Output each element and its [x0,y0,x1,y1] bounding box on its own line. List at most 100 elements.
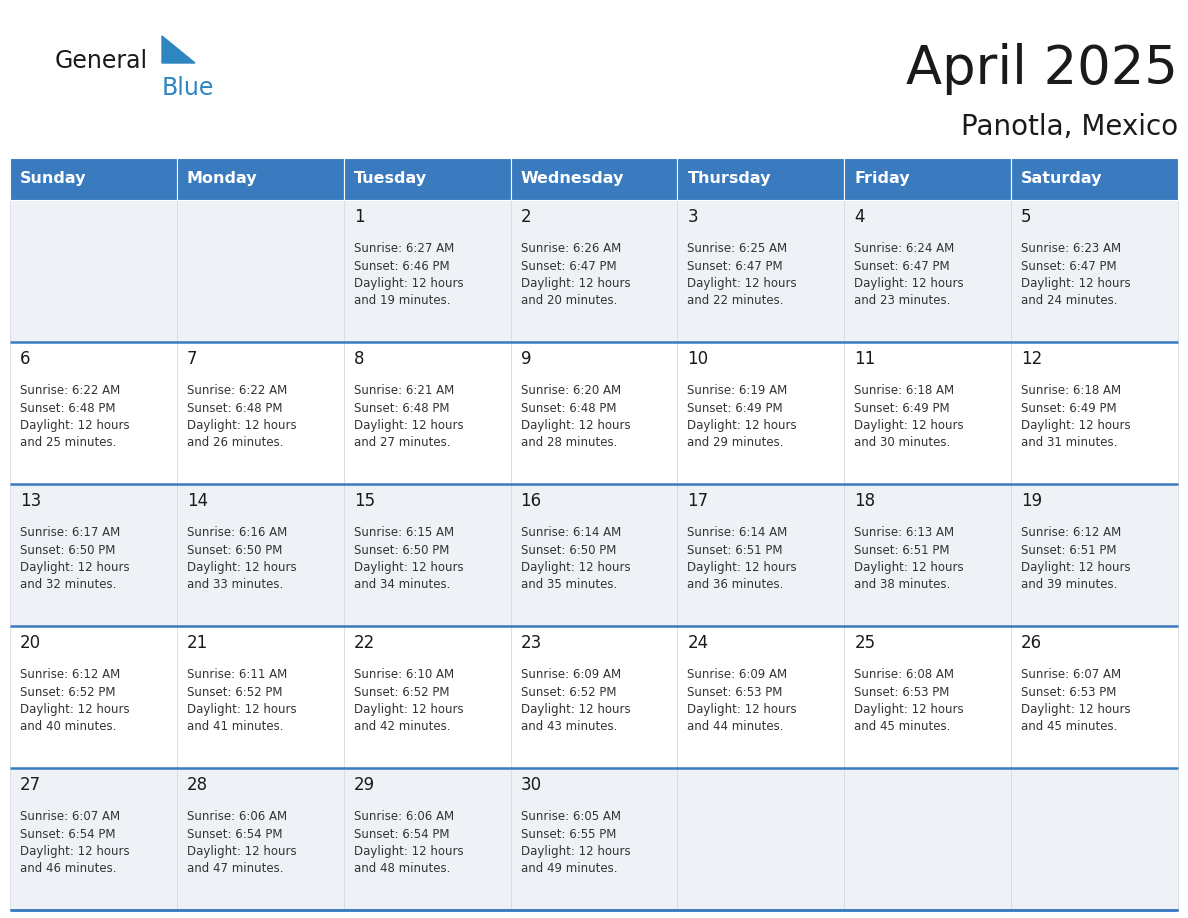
Bar [511,768,677,910]
Text: 22: 22 [354,634,375,652]
Text: 26: 26 [1022,634,1042,652]
Text: Sunrise: 6:05 AM
Sunset: 6:55 PM
Daylight: 12 hours
and 49 minutes.: Sunrise: 6:05 AM Sunset: 6:55 PM Dayligh… [520,810,630,876]
Text: 20: 20 [20,634,42,652]
Text: April 2025: April 2025 [906,43,1178,95]
Bar [343,342,511,484]
Bar [511,484,677,626]
Text: Panotla, Mexico: Panotla, Mexico [961,113,1178,141]
Text: 2: 2 [520,208,531,226]
Text: 10: 10 [688,350,708,368]
Bar [845,484,1011,626]
Text: Sunrise: 6:16 AM
Sunset: 6:50 PM
Daylight: 12 hours
and 33 minutes.: Sunrise: 6:16 AM Sunset: 6:50 PM Dayligh… [187,526,297,591]
Text: 14: 14 [187,492,208,510]
Text: Sunrise: 6:25 AM
Sunset: 6:47 PM
Daylight: 12 hours
and 22 minutes.: Sunrise: 6:25 AM Sunset: 6:47 PM Dayligh… [688,242,797,308]
Bar [343,200,511,342]
Text: Sunrise: 6:06 AM
Sunset: 6:54 PM
Daylight: 12 hours
and 47 minutes.: Sunrise: 6:06 AM Sunset: 6:54 PM Dayligh… [187,810,297,876]
Text: 7: 7 [187,350,197,368]
Text: 9: 9 [520,350,531,368]
Text: Sunday: Sunday [20,172,87,186]
Text: 19: 19 [1022,492,1042,510]
Text: 6: 6 [20,350,31,368]
Bar [343,158,511,200]
Text: Monday: Monday [187,172,258,186]
Bar [845,768,1011,910]
Text: Sunrise: 6:07 AM
Sunset: 6:54 PM
Daylight: 12 hours
and 46 minutes.: Sunrise: 6:07 AM Sunset: 6:54 PM Dayligh… [20,810,129,876]
Bar [1011,158,1178,200]
Bar [677,768,845,910]
Text: Sunrise: 6:08 AM
Sunset: 6:53 PM
Daylight: 12 hours
and 45 minutes.: Sunrise: 6:08 AM Sunset: 6:53 PM Dayligh… [854,668,963,733]
Bar [1011,484,1178,626]
Bar [10,484,177,626]
Text: Sunrise: 6:11 AM
Sunset: 6:52 PM
Daylight: 12 hours
and 41 minutes.: Sunrise: 6:11 AM Sunset: 6:52 PM Dayligh… [187,668,297,733]
Text: 25: 25 [854,634,876,652]
Text: Sunrise: 6:19 AM
Sunset: 6:49 PM
Daylight: 12 hours
and 29 minutes.: Sunrise: 6:19 AM Sunset: 6:49 PM Dayligh… [688,384,797,450]
Bar [845,158,1011,200]
Text: 5: 5 [1022,208,1031,226]
Text: Sunrise: 6:18 AM
Sunset: 6:49 PM
Daylight: 12 hours
and 30 minutes.: Sunrise: 6:18 AM Sunset: 6:49 PM Dayligh… [854,384,963,450]
Text: 16: 16 [520,492,542,510]
Text: 17: 17 [688,492,708,510]
Text: Sunrise: 6:26 AM
Sunset: 6:47 PM
Daylight: 12 hours
and 20 minutes.: Sunrise: 6:26 AM Sunset: 6:47 PM Dayligh… [520,242,630,308]
Bar [845,626,1011,768]
Bar [1011,342,1178,484]
Polygon shape [162,36,195,63]
Bar [10,200,177,342]
Bar [677,484,845,626]
Text: 23: 23 [520,634,542,652]
Text: Friday: Friday [854,172,910,186]
Bar [677,342,845,484]
Text: Sunrise: 6:22 AM
Sunset: 6:48 PM
Daylight: 12 hours
and 25 minutes.: Sunrise: 6:22 AM Sunset: 6:48 PM Dayligh… [20,384,129,450]
Bar [177,342,343,484]
Text: Sunrise: 6:18 AM
Sunset: 6:49 PM
Daylight: 12 hours
and 31 minutes.: Sunrise: 6:18 AM Sunset: 6:49 PM Dayligh… [1022,384,1131,450]
Bar [177,768,343,910]
Bar [177,626,343,768]
Text: Sunrise: 6:09 AM
Sunset: 6:53 PM
Daylight: 12 hours
and 44 minutes.: Sunrise: 6:09 AM Sunset: 6:53 PM Dayligh… [688,668,797,733]
Bar [1011,200,1178,342]
Text: Saturday: Saturday [1022,172,1102,186]
Text: 29: 29 [354,776,375,794]
Text: Sunrise: 6:06 AM
Sunset: 6:54 PM
Daylight: 12 hours
and 48 minutes.: Sunrise: 6:06 AM Sunset: 6:54 PM Dayligh… [354,810,463,876]
Text: 11: 11 [854,350,876,368]
Bar [177,200,343,342]
Text: Thursday: Thursday [688,172,771,186]
Text: 28: 28 [187,776,208,794]
Text: Sunrise: 6:10 AM
Sunset: 6:52 PM
Daylight: 12 hours
and 42 minutes.: Sunrise: 6:10 AM Sunset: 6:52 PM Dayligh… [354,668,463,733]
Text: Sunrise: 6:21 AM
Sunset: 6:48 PM
Daylight: 12 hours
and 27 minutes.: Sunrise: 6:21 AM Sunset: 6:48 PM Dayligh… [354,384,463,450]
Text: Sunrise: 6:14 AM
Sunset: 6:51 PM
Daylight: 12 hours
and 36 minutes.: Sunrise: 6:14 AM Sunset: 6:51 PM Dayligh… [688,526,797,591]
Text: Sunrise: 6:09 AM
Sunset: 6:52 PM
Daylight: 12 hours
and 43 minutes.: Sunrise: 6:09 AM Sunset: 6:52 PM Dayligh… [520,668,630,733]
Text: 12: 12 [1022,350,1042,368]
Text: 8: 8 [354,350,365,368]
Bar [343,626,511,768]
Text: Tuesday: Tuesday [354,172,426,186]
Text: Blue: Blue [162,76,214,100]
Bar [677,626,845,768]
Bar [177,158,343,200]
Text: Sunrise: 6:12 AM
Sunset: 6:51 PM
Daylight: 12 hours
and 39 minutes.: Sunrise: 6:12 AM Sunset: 6:51 PM Dayligh… [1022,526,1131,591]
Bar [845,342,1011,484]
Text: Sunrise: 6:20 AM
Sunset: 6:48 PM
Daylight: 12 hours
and 28 minutes.: Sunrise: 6:20 AM Sunset: 6:48 PM Dayligh… [520,384,630,450]
Text: Sunrise: 6:23 AM
Sunset: 6:47 PM
Daylight: 12 hours
and 24 minutes.: Sunrise: 6:23 AM Sunset: 6:47 PM Dayligh… [1022,242,1131,308]
Bar [511,158,677,200]
Text: Sunrise: 6:15 AM
Sunset: 6:50 PM
Daylight: 12 hours
and 34 minutes.: Sunrise: 6:15 AM Sunset: 6:50 PM Dayligh… [354,526,463,591]
Text: Sunrise: 6:17 AM
Sunset: 6:50 PM
Daylight: 12 hours
and 32 minutes.: Sunrise: 6:17 AM Sunset: 6:50 PM Dayligh… [20,526,129,591]
Bar [343,768,511,910]
Text: Sunrise: 6:13 AM
Sunset: 6:51 PM
Daylight: 12 hours
and 38 minutes.: Sunrise: 6:13 AM Sunset: 6:51 PM Dayligh… [854,526,963,591]
Text: 21: 21 [187,634,208,652]
Text: 27: 27 [20,776,42,794]
Bar [10,342,177,484]
Bar [343,484,511,626]
Text: 30: 30 [520,776,542,794]
Text: 13: 13 [20,492,42,510]
Text: Sunrise: 6:12 AM
Sunset: 6:52 PM
Daylight: 12 hours
and 40 minutes.: Sunrise: 6:12 AM Sunset: 6:52 PM Dayligh… [20,668,129,733]
Text: Sunrise: 6:22 AM
Sunset: 6:48 PM
Daylight: 12 hours
and 26 minutes.: Sunrise: 6:22 AM Sunset: 6:48 PM Dayligh… [187,384,297,450]
Bar [511,626,677,768]
Text: 15: 15 [354,492,375,510]
Text: Sunrise: 6:14 AM
Sunset: 6:50 PM
Daylight: 12 hours
and 35 minutes.: Sunrise: 6:14 AM Sunset: 6:50 PM Dayligh… [520,526,630,591]
Text: Sunrise: 6:07 AM
Sunset: 6:53 PM
Daylight: 12 hours
and 45 minutes.: Sunrise: 6:07 AM Sunset: 6:53 PM Dayligh… [1022,668,1131,733]
Bar [677,158,845,200]
Bar [845,200,1011,342]
Text: 24: 24 [688,634,708,652]
Bar [10,626,177,768]
Text: 18: 18 [854,492,876,510]
Text: Sunrise: 6:24 AM
Sunset: 6:47 PM
Daylight: 12 hours
and 23 minutes.: Sunrise: 6:24 AM Sunset: 6:47 PM Dayligh… [854,242,963,308]
